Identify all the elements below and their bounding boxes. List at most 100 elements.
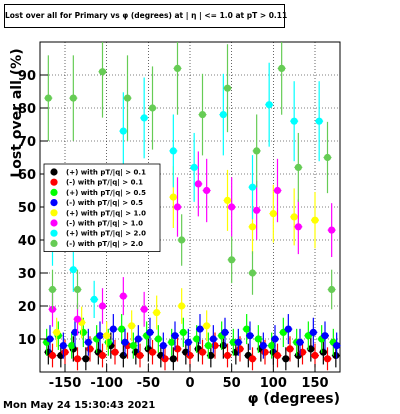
data-point [109,325,117,333]
data-point [73,315,82,323]
data-point [332,351,340,360]
legend-label: (-) with pT/|q| > 2.0 [66,240,143,249]
legend-label: (-) with pT/|q| > 0.1 [66,179,143,188]
data-point [328,285,336,294]
data-point [128,322,136,330]
data-point [207,351,215,360]
data-point [148,104,157,112]
legend-marker [50,229,58,237]
data-point [273,186,282,195]
data-point [311,216,319,224]
x-axis-label: φ (degrees) [247,391,340,407]
data-point [179,328,187,336]
data-point [228,203,236,211]
data-point [140,114,148,122]
x-tick-label: 0 [185,376,194,391]
data-point [61,348,69,356]
data-point [71,328,79,336]
data-point [173,345,182,353]
data-point [223,196,232,204]
data-point [273,351,282,360]
legend-label: (-) with pT/|q| > 1.0 [66,220,143,229]
data-point [248,355,257,363]
data-point [198,348,207,356]
y-tick-label: 50 [18,201,36,216]
data-point [86,345,94,353]
data-point [268,342,276,350]
axes: -150 -100 -50 0 50 100 150 10 20 30 40 50 60 70 80 90 [18,69,329,391]
data-point [284,325,292,333]
data-point [103,332,111,340]
data-point [96,332,104,340]
data-point [178,302,186,310]
legend-marker [50,178,58,186]
data-point [53,328,61,336]
data-point [169,147,177,155]
legend-label: (+) with pT/|q| > 1.0 [66,209,146,218]
data-point [294,223,302,231]
y-tick-label: 70 [18,135,36,150]
data-point [111,348,119,356]
data-point [221,328,229,336]
x-tick-label: -100 [90,376,123,391]
y-tick-label: 20 [18,300,36,315]
data-point [286,345,294,353]
data-point [319,348,327,356]
data-point [129,342,137,350]
data-point [198,111,207,119]
data-point [253,147,261,155]
data-point [234,338,242,346]
data-point [315,117,323,125]
y-tick-label: 10 [18,333,36,348]
legend-label: (+) with pT/|q| > 0.1 [66,169,146,178]
data-point [69,266,77,274]
data-point [209,335,217,343]
y-tick-label: 90 [18,69,36,84]
data-point [309,328,317,336]
data-point [290,213,298,221]
data-point [296,338,304,346]
data-point [290,117,298,125]
data-point [48,351,57,360]
data-point [44,94,52,102]
data-point [59,342,67,350]
data-point [173,203,182,211]
data-point [193,335,201,343]
x-tick-label: -50 [137,376,161,391]
data-point [203,322,211,330]
data-point [84,338,92,346]
y-tick-label: 80 [18,102,36,117]
data-point [196,325,204,333]
y-axis-label: Lost over all (%) [9,48,25,178]
data-point [246,332,254,340]
data-point [333,342,341,350]
legend-label: (+) with pT/|q| > 2.0 [66,230,146,239]
data-point [194,180,202,188]
data-point [204,342,212,350]
legend: (+) with pT/|q| > 0.1(-) with pT/|q| > 0… [43,163,161,252]
series-3 [46,314,341,359]
data-point [311,351,319,360]
data-point [140,305,148,313]
data-point [184,338,192,346]
data-point [79,328,87,336]
data-point [68,342,76,350]
legend-marker [50,239,58,247]
data-point [169,355,177,363]
data-point [328,226,336,234]
data-point [123,94,132,102]
data-point [73,355,82,363]
data-point [248,269,257,277]
data-point [219,111,227,119]
y-tick-label: 30 [18,267,36,282]
data-point [269,210,277,218]
data-point [148,348,157,356]
data-point [69,94,77,102]
data-point [271,335,279,343]
data-point [118,325,126,333]
series-1 [48,332,332,371]
data-point [161,355,169,363]
data-point [248,183,257,191]
legend-marker [50,188,58,196]
